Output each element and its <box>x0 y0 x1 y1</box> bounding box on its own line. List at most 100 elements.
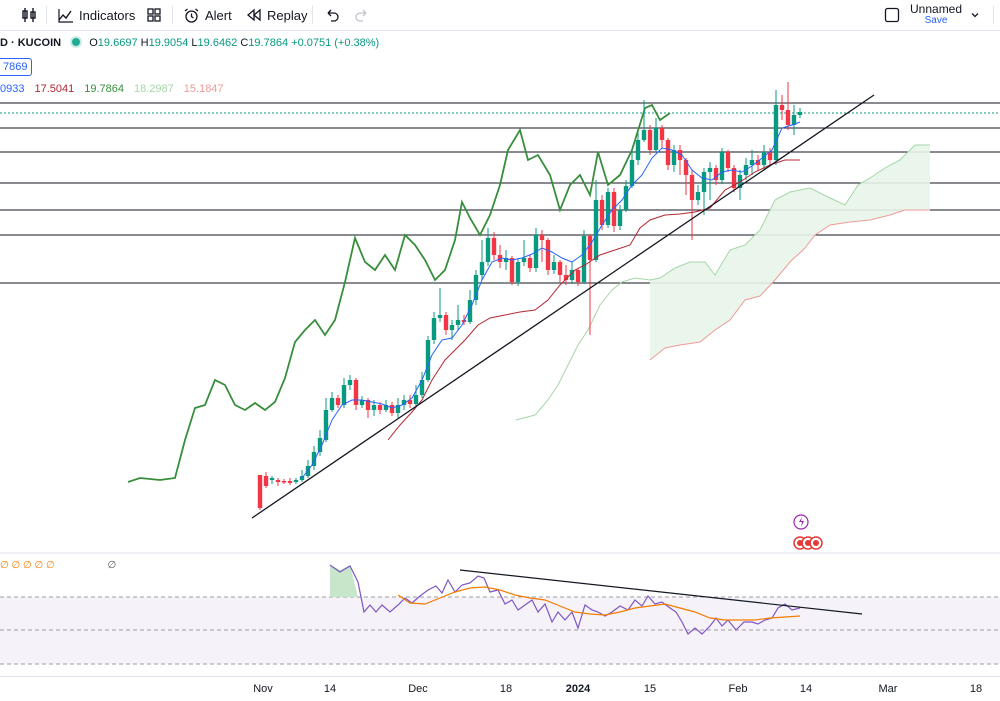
candle-body <box>761 152 767 165</box>
rsi-line <box>329 564 801 635</box>
candle-body <box>317 438 323 452</box>
symbol-name[interactable]: D · KUCOIN <box>0 37 62 49</box>
candle-body <box>557 262 563 275</box>
candle-body <box>275 480 281 482</box>
candle-body <box>671 150 677 165</box>
candle-body <box>341 385 347 405</box>
candle-body <box>491 238 497 255</box>
candle-body <box>431 318 437 340</box>
replay-button[interactable]: Replay <box>246 0 307 30</box>
candle-body <box>473 275 479 300</box>
rsi-trend-line <box>459 569 863 615</box>
market-status-dot <box>72 38 81 46</box>
layout-name: Unnamed <box>910 2 963 16</box>
candle-body <box>401 400 407 405</box>
candle-body <box>563 275 569 280</box>
candle-body <box>413 395 419 404</box>
candle-body <box>665 140 671 165</box>
high-value: 19.9054 <box>148 37 189 49</box>
low-value: 19.6462 <box>197 37 238 49</box>
candle-body <box>455 320 461 325</box>
candle-body <box>425 340 431 380</box>
candle-body <box>713 168 719 180</box>
candle-body <box>755 160 761 165</box>
alarm-clock-icon <box>184 7 199 23</box>
close-label: C <box>240 37 249 49</box>
open-value: 19.6697 <box>97 37 138 49</box>
candle-body <box>377 405 383 410</box>
candle-body <box>599 200 605 225</box>
ichimoku-values: 0933 17.5041 19.7864 18.2987 15.1847 <box>0 83 234 95</box>
time-axis-label: 18 <box>499 683 513 695</box>
candle-body <box>311 452 317 466</box>
candle-body <box>791 115 797 125</box>
indicators-label: Indicators <box>79 7 136 23</box>
price-badge[interactable]: 7869 <box>0 58 33 76</box>
candle-body <box>359 400 365 405</box>
candle-body <box>509 258 515 282</box>
candle-body <box>353 380 359 405</box>
alert-button[interactable]: Alert <box>183 0 232 30</box>
candle-body <box>323 410 329 440</box>
trend-line <box>251 94 875 519</box>
candle-body <box>545 240 551 270</box>
indicators-button[interactable]: Indicators <box>58 0 135 30</box>
candle-body <box>581 236 587 282</box>
candle-body <box>773 105 779 160</box>
layout-name-button[interactable]: Unnamed Save <box>910 0 962 30</box>
symbol-legend: D · KUCOIN O19.6697 H19.9054 L19.6462 C1… <box>0 37 379 49</box>
candle-body <box>329 398 335 410</box>
candle-body <box>653 128 659 150</box>
chikou-span-line <box>127 103 671 483</box>
candle-body <box>503 258 509 262</box>
low-label: L <box>191 37 198 49</box>
ichimoku-value: 15.1847 <box>183 83 224 95</box>
candle-body <box>443 315 449 330</box>
candle-body <box>263 476 269 486</box>
rsi-ma-line <box>397 586 801 621</box>
redo-icon <box>355 9 367 22</box>
redo-button[interactable] <box>354 0 370 30</box>
candle-body <box>767 152 773 160</box>
candle-style-icon[interactable] <box>20 0 38 30</box>
time-axis-label: Mar <box>878 683 898 695</box>
candle-body <box>395 405 401 413</box>
candle-body <box>623 186 629 210</box>
time-axis[interactable]: Nov 14 Dec 18 2024 15 Feb 14 Mar 18 <box>0 676 1000 701</box>
undo-icon <box>327 9 339 22</box>
layout-checkbox-icon[interactable] <box>884 0 900 30</box>
candle-body <box>749 160 755 165</box>
replay-label: Replay <box>267 7 308 23</box>
candle-body <box>485 238 491 262</box>
candle-body <box>647 130 653 150</box>
candle-body <box>389 405 395 413</box>
indicators-icon <box>58 9 73 23</box>
ichimoku-value: 0933 <box>0 83 25 95</box>
ichimoku-value: 19.7864 <box>84 83 125 95</box>
candle-body <box>335 398 341 405</box>
senkou-span-a-line <box>515 144 930 421</box>
candle-body <box>257 475 263 508</box>
candle-body <box>437 315 443 318</box>
us-flag-event-dot <box>797 540 803 546</box>
time-axis-label: 14 <box>799 683 813 695</box>
candle-body <box>467 300 473 322</box>
chevron-down-icon[interactable] <box>970 0 980 30</box>
undo-button[interactable] <box>324 0 340 30</box>
rsi-legend-values: ∅ ∅ ∅ ∅ ∅ <box>0 560 55 571</box>
senkou-span-b-line <box>649 209 930 361</box>
kumo-cloud <box>650 145 930 360</box>
time-axis-label: 14 <box>323 683 337 695</box>
candle-body <box>785 110 791 125</box>
candle-body <box>629 160 635 186</box>
candle-body <box>569 270 575 280</box>
candle-body <box>635 140 641 160</box>
candle-body <box>617 210 623 226</box>
layout-templates-button[interactable] <box>146 0 162 30</box>
rsi-legend: ∅ ∅ ∅ ∅ ∅ ∅ <box>0 560 116 571</box>
kijun-sen-line <box>387 159 800 441</box>
ichimoku-value: 18.2987 <box>134 83 174 95</box>
time-axis-label: 15 <box>643 683 657 695</box>
candle-body <box>779 105 785 110</box>
